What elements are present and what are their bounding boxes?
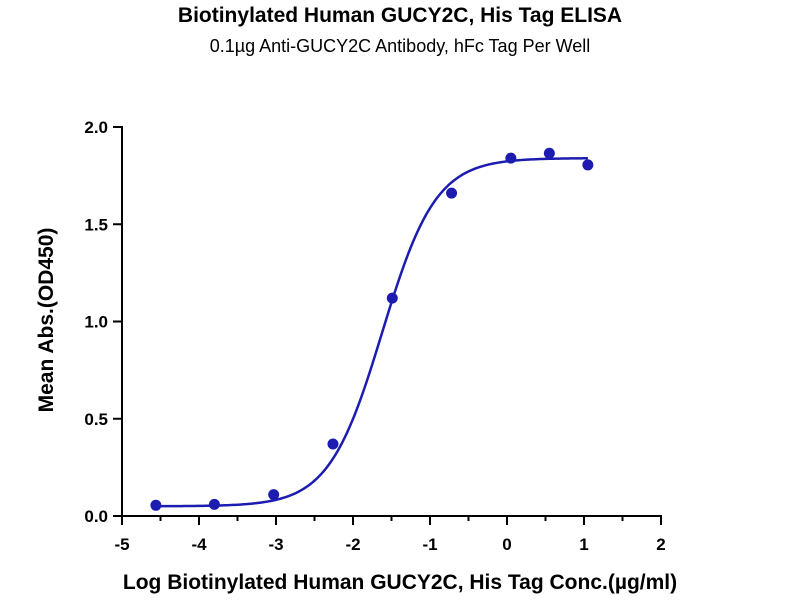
y-axis-ticks: 0.0 0.5 1.0 1.5 2.0 xyxy=(84,118,122,526)
fit-curve xyxy=(155,157,588,508)
x-tick-label: -3 xyxy=(268,535,283,554)
x-tick-label: -2 xyxy=(345,535,360,554)
axes xyxy=(121,126,662,517)
data-point xyxy=(208,498,220,510)
x-tick-label: 0 xyxy=(502,535,511,554)
x-tick-label: 2 xyxy=(656,535,665,554)
x-tick-label: -4 xyxy=(191,535,207,554)
data-point xyxy=(150,499,162,511)
data-point xyxy=(543,147,555,159)
x-axis-ticks: -5 -4 -3 -2 -1 0 1 2 xyxy=(114,516,666,554)
y-tick-label: 1.5 xyxy=(84,215,108,234)
y-tick-label: 0.0 xyxy=(84,507,108,526)
chart-title: Biotinylated Human GUCY2C, His Tag ELISA xyxy=(177,4,623,27)
data-point xyxy=(505,152,517,164)
data-points xyxy=(150,147,594,511)
y-tick-label: 0.5 xyxy=(84,410,108,429)
data-point xyxy=(446,187,458,199)
y-tick-label: 2.0 xyxy=(84,118,108,137)
x-axis-title: Log Biotinylated Human GUCY2C, His Tag C… xyxy=(123,571,677,594)
x-tick-label: 1 xyxy=(579,535,588,554)
data-point xyxy=(268,489,280,501)
chart-subtitle: 0.1µg Anti-GUCY2C Antibody, hFc Tag Per … xyxy=(209,36,591,56)
data-point xyxy=(386,292,398,304)
x-tick-label: -1 xyxy=(422,535,437,554)
data-point xyxy=(327,438,339,450)
data-point xyxy=(582,159,594,171)
y-tick-label: 1.0 xyxy=(84,313,108,332)
x-tick-label: -5 xyxy=(114,535,129,554)
y-axis-title: Mean Abs.(OD450) xyxy=(35,228,58,413)
